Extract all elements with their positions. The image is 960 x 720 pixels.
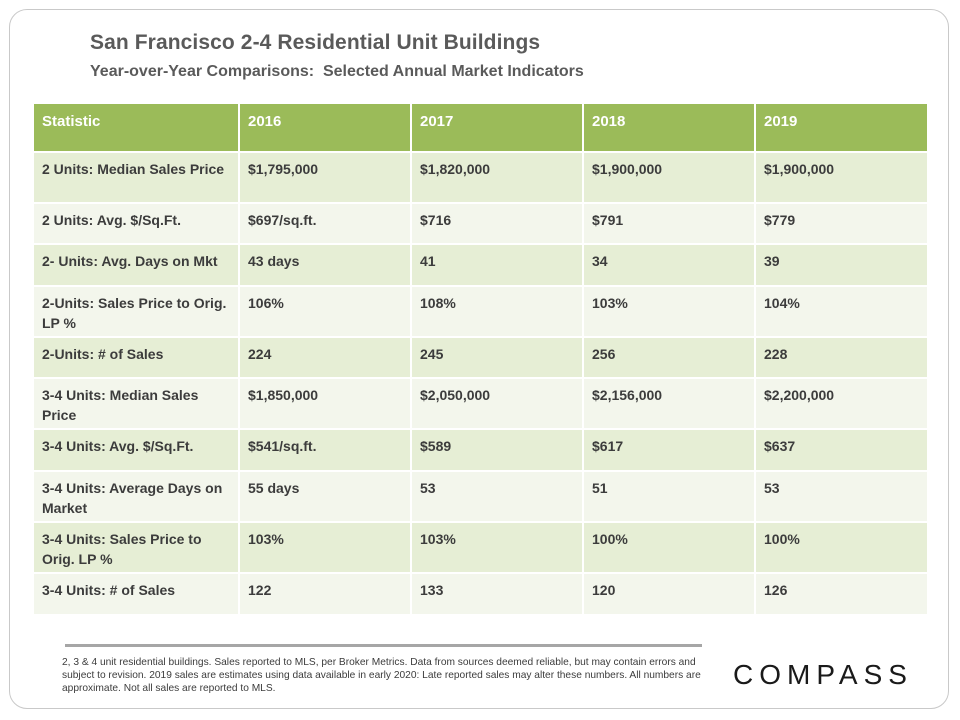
table-cell: 106% <box>239 285 412 337</box>
table-cell: 51 <box>583 470 756 522</box>
table-cell: 41 <box>411 243 584 286</box>
row-label: 2-Units: Sales Price to Orig. LP % <box>34 285 240 337</box>
table-cell: $716 <box>411 202 584 244</box>
table-header-row: Statistic 2016 2017 2018 2019 <box>34 104 927 152</box>
column-header-2016: 2016 <box>239 104 412 152</box>
table-cell: 53 <box>755 470 927 522</box>
row-label: 3-4 Units: Avg. $/Sq.Ft. <box>34 428 240 471</box>
table-cell: $1,820,000 <box>411 151 584 203</box>
footnote-text: 2, 3 & 4 unit residential buildings. Sal… <box>62 657 701 694</box>
row-label: 3-4 Units: Median Sales Price <box>34 377 240 429</box>
table-row: 3-4 Units: Sales Price to Orig. LP % 103… <box>34 521 927 573</box>
column-header-2017: 2017 <box>411 104 584 152</box>
table-cell: 245 <box>411 336 584 378</box>
table-cell: $2,156,000 <box>583 377 756 429</box>
table-cell: 133 <box>411 572 584 614</box>
table-cell: $791 <box>583 202 756 244</box>
table-cell: 120 <box>583 572 756 614</box>
table-cell: $1,795,000 <box>239 151 412 203</box>
table-cell: 122 <box>239 572 412 614</box>
table-cell: $637 <box>755 428 927 471</box>
table-cell: 103% <box>239 521 412 573</box>
table-cell: $2,200,000 <box>755 377 927 429</box>
row-label: 3-4 Units: # of Sales <box>34 572 240 614</box>
table-row: 3-4 Units: # of Sales 122 133 120 126 <box>34 572 927 614</box>
table-cell: 53 <box>411 470 584 522</box>
table-cell: 34 <box>583 243 756 286</box>
table-cell: $1,900,000 <box>583 151 756 203</box>
table-cell: $697/sq.ft. <box>239 202 412 244</box>
table-row: 3-4 Units: Average Days on Market 55 day… <box>34 470 927 522</box>
table-cell: 100% <box>755 521 927 573</box>
column-header-2019: 2019 <box>755 104 927 152</box>
row-label: 2- Units: Avg. Days on Mkt <box>34 243 240 286</box>
table-cell: $589 <box>411 428 584 471</box>
table-row: 3-4 Units: Median Sales Price $1,850,000… <box>34 377 927 429</box>
table-row: 2 Units: Median Sales Price $1,795,000 $… <box>34 151 927 203</box>
table-cell: 100% <box>583 521 756 573</box>
table-cell: 104% <box>755 285 927 337</box>
footnote-divider <box>65 644 702 647</box>
row-label: 2 Units: Median Sales Price <box>34 151 240 203</box>
table-cell: 224 <box>239 336 412 378</box>
table-cell: 108% <box>411 285 584 337</box>
table-cell: 103% <box>583 285 756 337</box>
table-cell: $779 <box>755 202 927 244</box>
column-header-statistic: Statistic <box>34 104 240 152</box>
table-row: 2 Units: Avg. $/Sq.Ft. $697/sq.ft. $716 … <box>34 202 927 244</box>
row-label: 3-4 Units: Sales Price to Orig. LP % <box>34 521 240 573</box>
table-cell: 126 <box>755 572 927 614</box>
table-cell: $541/sq.ft. <box>239 428 412 471</box>
page-subtitle: Year-over-Year Comparisons: Selected Ann… <box>90 63 584 80</box>
table-cell: 55 days <box>239 470 412 522</box>
table-cell: 256 <box>583 336 756 378</box>
table-row: 2-Units: Sales Price to Orig. LP % 106% … <box>34 285 927 337</box>
row-label: 2-Units: # of Sales <box>34 336 240 378</box>
table-cell: 43 days <box>239 243 412 286</box>
table-cell: $2,050,000 <box>411 377 584 429</box>
market-indicators-table: Statistic 2016 2017 2018 2019 2 Units: M… <box>34 104 927 614</box>
table-cell: $1,850,000 <box>239 377 412 429</box>
table-cell: 39 <box>755 243 927 286</box>
table-cell: $1,900,000 <box>755 151 927 203</box>
table-row: 3-4 Units: Avg. $/Sq.Ft. $541/sq.ft. $58… <box>34 428 927 471</box>
compass-logo: COMPASS <box>733 659 913 690</box>
row-label: 3-4 Units: Average Days on Market <box>34 470 240 522</box>
page-title: San Francisco 2-4 Residential Unit Build… <box>90 31 541 54</box>
table-cell: 228 <box>755 336 927 378</box>
table-cell: 103% <box>411 521 584 573</box>
column-header-2018: 2018 <box>583 104 756 152</box>
table-cell: $617 <box>583 428 756 471</box>
table-row: 2-Units: # of Sales 224 245 256 228 <box>34 336 927 378</box>
table-row: 2- Units: Avg. Days on Mkt 43 days 41 34… <box>34 243 927 286</box>
row-label: 2 Units: Avg. $/Sq.Ft. <box>34 202 240 244</box>
